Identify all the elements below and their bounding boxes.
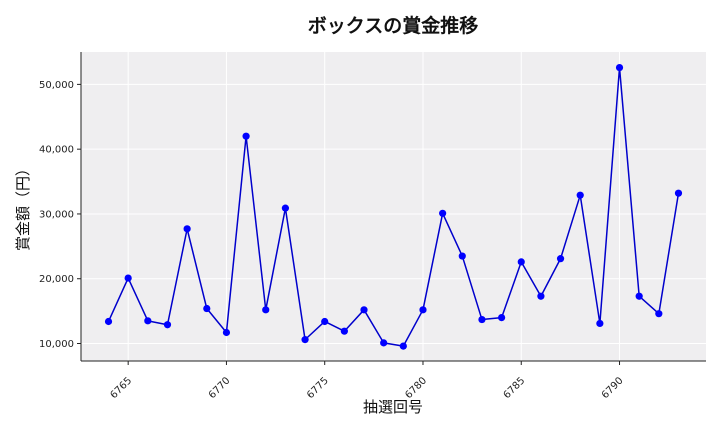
y-tick-label: 20,000 xyxy=(39,274,74,285)
data-point xyxy=(144,317,152,325)
data-point xyxy=(124,274,132,282)
y-tick-label: 10,000 xyxy=(39,339,74,350)
data-point xyxy=(360,306,368,314)
y-tick-label: 30,000 xyxy=(39,209,74,220)
data-point xyxy=(203,304,211,313)
y-tick-label: 50,000 xyxy=(39,80,74,91)
x-tick-label: 6770 xyxy=(207,375,233,401)
data-point xyxy=(281,204,290,212)
x-axis: 6765 6770 6775 6780 6785 6790 xyxy=(81,360,706,401)
data-point xyxy=(104,317,113,326)
series-line xyxy=(107,66,680,347)
data-point xyxy=(537,292,545,300)
data-point xyxy=(242,132,250,140)
data-point xyxy=(301,336,309,344)
series xyxy=(104,63,683,350)
data-point xyxy=(419,306,427,314)
data-point xyxy=(183,225,191,233)
data-point xyxy=(517,258,525,266)
plot-area xyxy=(81,52,706,361)
x-axis-label: 抽選回号 xyxy=(363,398,423,416)
data-point xyxy=(635,292,643,300)
x-tick-label: 6790 xyxy=(600,375,626,401)
data-point xyxy=(497,313,506,322)
data-point xyxy=(556,255,565,263)
data-point xyxy=(674,189,683,197)
data-point xyxy=(655,310,663,318)
data-point xyxy=(458,252,466,260)
data-point xyxy=(340,327,348,335)
data-point xyxy=(163,321,172,329)
data-point xyxy=(478,315,486,324)
x-tick-label: 6775 xyxy=(305,375,331,401)
y-tick-label: 40,000 xyxy=(39,145,74,156)
gridlines xyxy=(81,52,706,361)
data-point xyxy=(576,191,584,199)
chart-title: ボックスの賞金推移 xyxy=(308,14,478,37)
data-point xyxy=(380,339,388,347)
y-axis-label: 賞金額（円） xyxy=(14,161,32,251)
data-point xyxy=(399,342,407,350)
data-point xyxy=(596,319,604,328)
data-point xyxy=(321,317,329,326)
data-point xyxy=(262,306,270,314)
x-tick-label: 6765 xyxy=(109,375,135,401)
y-axis: 10,000 20,000 30,000 40,000 50,000 xyxy=(39,52,82,361)
data-point xyxy=(615,63,624,72)
data-point xyxy=(439,209,447,217)
data-point xyxy=(222,328,231,337)
x-tick-label: 6785 xyxy=(502,375,528,401)
